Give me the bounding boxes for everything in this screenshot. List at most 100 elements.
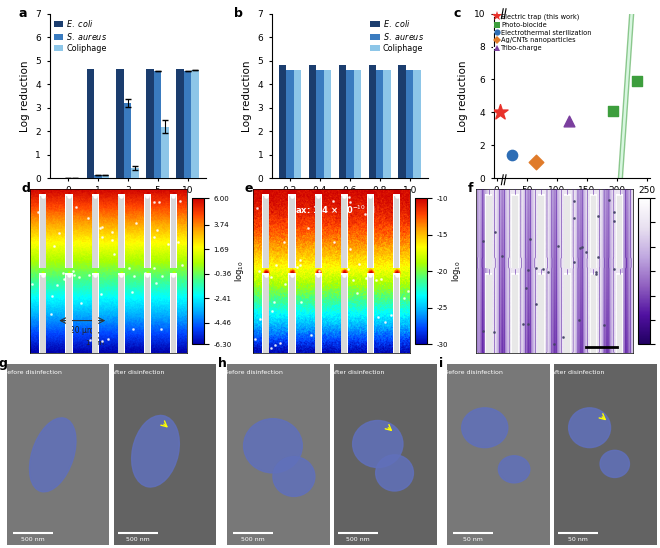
Text: g: g bbox=[0, 357, 7, 370]
Text: Max: 1.4 × 10$^{-10}$ N: Max: 1.4 × 10$^{-10}$ N bbox=[286, 204, 376, 216]
Ellipse shape bbox=[244, 419, 302, 473]
Bar bbox=[591, 196, 596, 268]
Bar bbox=[7, 364, 110, 545]
Bar bbox=[40, 196, 46, 268]
Bar bbox=[399, 65, 406, 178]
Bar bbox=[184, 71, 191, 178]
Bar bbox=[394, 196, 399, 268]
Bar bbox=[550, 364, 554, 545]
Bar bbox=[286, 70, 294, 178]
Bar bbox=[315, 275, 321, 353]
Bar bbox=[309, 65, 316, 178]
Bar bbox=[394, 275, 399, 353]
Bar bbox=[145, 275, 150, 353]
Bar bbox=[147, 69, 154, 178]
Bar bbox=[447, 364, 550, 545]
Bar bbox=[591, 275, 596, 353]
Point bbox=[564, 116, 574, 125]
Bar bbox=[339, 65, 346, 178]
Bar bbox=[171, 196, 176, 268]
Text: 50 nm: 50 nm bbox=[568, 536, 588, 541]
Bar bbox=[263, 196, 269, 268]
Point bbox=[494, 108, 505, 117]
Point bbox=[531, 157, 541, 166]
Text: After disinfection: After disinfection bbox=[551, 370, 605, 375]
Point bbox=[506, 151, 517, 159]
Bar bbox=[354, 70, 361, 178]
Y-axis label: Log reduction: Log reduction bbox=[20, 60, 30, 132]
Ellipse shape bbox=[569, 408, 610, 448]
Bar bbox=[66, 275, 72, 353]
Bar bbox=[617, 196, 622, 268]
Bar bbox=[316, 70, 323, 178]
Bar bbox=[116, 69, 124, 178]
Ellipse shape bbox=[607, 0, 645, 367]
Legend: $E.\ coli$, $S.\ aureus$, Coliphage: $E.\ coli$, $S.\ aureus$, Coliphage bbox=[370, 18, 424, 53]
Bar bbox=[564, 275, 570, 353]
Bar bbox=[315, 196, 321, 268]
Text: c: c bbox=[453, 7, 461, 20]
Point bbox=[632, 77, 642, 85]
Bar bbox=[154, 71, 162, 178]
Bar bbox=[368, 196, 373, 268]
Ellipse shape bbox=[273, 456, 315, 496]
Y-axis label: Log reduction: Log reduction bbox=[242, 60, 252, 132]
Bar bbox=[406, 70, 413, 178]
X-axis label: Time (min): Time (min) bbox=[544, 201, 600, 211]
Point bbox=[607, 106, 618, 115]
Bar bbox=[512, 196, 518, 268]
Bar bbox=[92, 275, 98, 353]
Bar bbox=[383, 70, 391, 178]
Bar bbox=[346, 70, 354, 178]
Bar bbox=[171, 275, 176, 353]
Bar bbox=[118, 275, 124, 353]
Bar bbox=[341, 196, 347, 268]
Bar bbox=[124, 103, 131, 178]
Legend: $E.\ coli$, $S.\ aureus$, Coliphage: $E.\ coli$, $S.\ aureus$, Coliphage bbox=[53, 18, 108, 53]
Bar bbox=[368, 65, 376, 178]
Bar bbox=[289, 275, 295, 353]
Bar bbox=[564, 196, 570, 268]
Bar bbox=[376, 70, 383, 178]
Text: Before disinfection: Before disinfection bbox=[3, 370, 62, 375]
Bar bbox=[114, 364, 216, 545]
Text: 20 µm: 20 µm bbox=[70, 327, 94, 335]
Ellipse shape bbox=[352, 420, 403, 467]
Text: a: a bbox=[18, 7, 26, 20]
Bar bbox=[341, 275, 347, 353]
Bar bbox=[554, 364, 657, 545]
Bar bbox=[40, 275, 46, 353]
Bar bbox=[227, 364, 329, 545]
Bar bbox=[279, 65, 286, 178]
Bar bbox=[92, 196, 98, 268]
Bar bbox=[94, 175, 102, 178]
Bar bbox=[413, 70, 421, 178]
Bar bbox=[110, 364, 114, 545]
Bar bbox=[539, 275, 544, 353]
Bar bbox=[368, 275, 373, 353]
Bar bbox=[102, 175, 109, 178]
Ellipse shape bbox=[462, 408, 508, 448]
Text: Before disinfection: Before disinfection bbox=[224, 370, 282, 375]
Y-axis label: log$_{10}$: log$_{10}$ bbox=[234, 260, 246, 282]
Text: After disinfection: After disinfection bbox=[331, 370, 385, 375]
Text: 500 nm: 500 nm bbox=[21, 536, 45, 541]
X-axis label: Flow rate (m s$^{-1}$): Flow rate (m s$^{-1}$) bbox=[304, 201, 395, 216]
Bar bbox=[66, 196, 72, 268]
Ellipse shape bbox=[600, 450, 630, 477]
Text: After disinfection: After disinfection bbox=[111, 370, 164, 375]
Bar bbox=[191, 70, 199, 178]
Bar bbox=[131, 168, 139, 178]
Bar bbox=[617, 275, 622, 353]
Bar bbox=[323, 70, 331, 178]
Text: 50 nm: 50 nm bbox=[463, 536, 483, 541]
Legend: Electric trap (this work), Photo-biocide, Electrothermal sterilization, Ag/CNTs : Electric trap (this work), Photo-biocide… bbox=[494, 14, 592, 51]
Y-axis label: Log reduction: Log reduction bbox=[458, 60, 469, 132]
Text: i: i bbox=[439, 357, 443, 370]
Bar bbox=[289, 196, 295, 268]
Text: 1 µm: 1 µm bbox=[86, 340, 104, 346]
Text: e: e bbox=[245, 182, 253, 196]
Text: 500 nm: 500 nm bbox=[126, 536, 150, 541]
Bar bbox=[486, 196, 492, 268]
Text: h: h bbox=[218, 357, 227, 370]
